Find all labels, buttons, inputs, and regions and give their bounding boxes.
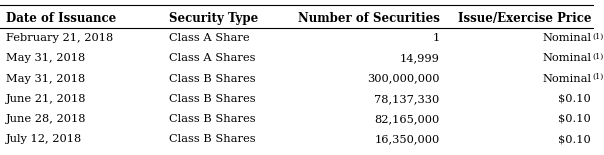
Text: 16,350,000: 16,350,000	[374, 134, 440, 144]
Text: $0.10: $0.10	[558, 134, 591, 144]
Text: Class B Shares: Class B Shares	[169, 134, 256, 144]
Text: Class A Share: Class A Share	[169, 33, 250, 43]
Text: July 12, 2018: July 12, 2018	[6, 134, 82, 144]
Text: Class B Shares: Class B Shares	[169, 114, 256, 124]
Text: Nominal: Nominal	[542, 33, 591, 43]
Text: 1: 1	[432, 33, 440, 43]
Text: Date of Issuance: Date of Issuance	[6, 12, 116, 25]
Text: Class A Shares: Class A Shares	[169, 53, 256, 64]
Text: May 31, 2018: May 31, 2018	[6, 53, 85, 64]
Text: $0.10: $0.10	[558, 94, 591, 104]
Text: $0.10: $0.10	[558, 114, 591, 124]
Text: 78,137,330: 78,137,330	[374, 94, 440, 104]
Text: 14,999: 14,999	[400, 53, 440, 64]
Text: Number of Securities: Number of Securities	[298, 12, 440, 25]
Text: 82,165,000: 82,165,000	[374, 114, 440, 124]
Text: (1): (1)	[593, 73, 603, 81]
Text: 300,000,000: 300,000,000	[367, 74, 440, 84]
Text: Nominal: Nominal	[542, 53, 591, 64]
Text: February 21, 2018: February 21, 2018	[6, 33, 113, 43]
Text: Class B Shares: Class B Shares	[169, 94, 256, 104]
Text: May 31, 2018: May 31, 2018	[6, 74, 85, 84]
Text: Security Type: Security Type	[169, 12, 259, 25]
Text: (1): (1)	[593, 33, 603, 41]
Text: June 28, 2018: June 28, 2018	[6, 114, 86, 124]
Text: Nominal: Nominal	[542, 74, 591, 84]
Text: Class B Shares: Class B Shares	[169, 74, 256, 84]
Text: (1): (1)	[593, 53, 603, 61]
Text: June 21, 2018: June 21, 2018	[6, 94, 86, 104]
Text: Issue/Exercise Price: Issue/Exercise Price	[458, 12, 591, 25]
